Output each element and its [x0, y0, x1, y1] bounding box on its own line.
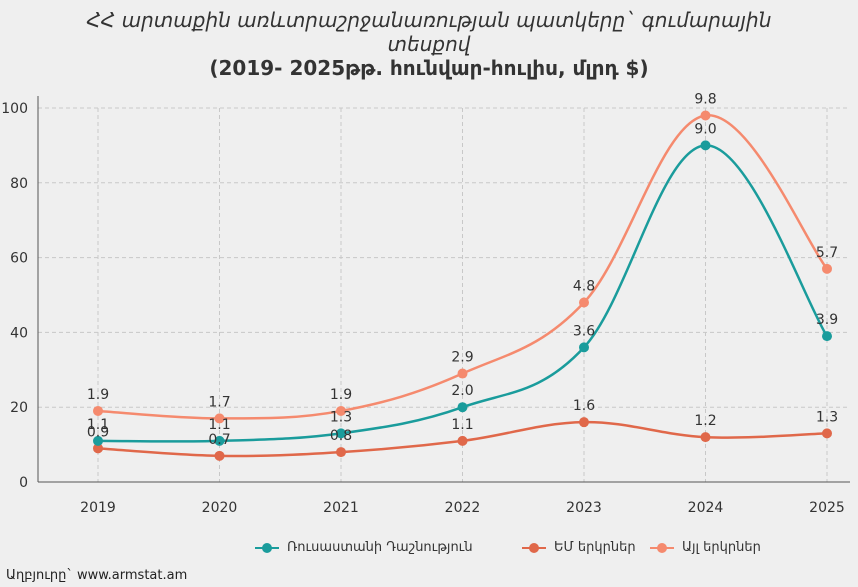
legend-dot-other — [657, 542, 667, 553]
data-label-2: 1.9 — [87, 387, 109, 403]
data-label-1: 1.1 — [451, 417, 473, 433]
y-tick-label: 0 — [19, 475, 28, 491]
data-label-1: 1.6 — [573, 398, 595, 414]
data-point-2 — [700, 110, 711, 121]
y-tick-label: 80 — [10, 176, 28, 192]
chart-title-line-3: (2019- 2025թթ. հունվար-հուլիս, մլրդ $) — [209, 56, 649, 80]
legend-item-other: Այլ երկրներ — [650, 540, 761, 555]
series-lines — [93, 110, 832, 461]
y-tick-label: 40 — [10, 325, 28, 341]
data-point-2 — [336, 405, 346, 416]
data-label-0: 1.3 — [330, 409, 352, 425]
x-tick-label: 2020 — [202, 500, 238, 516]
data-point-2 — [579, 297, 589, 308]
data-point-1 — [700, 432, 711, 443]
data-label-1: 0.7 — [208, 432, 230, 448]
data-label-2: 5.7 — [816, 245, 838, 261]
data-point-2 — [93, 405, 103, 416]
data-point-2 — [457, 368, 468, 379]
legend-marker-russia — [255, 542, 279, 554]
data-label-2: 1.7 — [208, 394, 230, 410]
data-label-0: 3.9 — [816, 312, 838, 328]
data-label-1: 0.8 — [330, 428, 352, 444]
data-label-0: 1.1 — [208, 417, 230, 433]
data-point-2 — [822, 263, 832, 274]
legend-label-russia: Ռուսաստանի Դաշնություն — [287, 540, 473, 555]
data-point-0 — [336, 428, 346, 439]
data-point-1 — [822, 428, 832, 439]
axes: 0 20 40 60 80 100 2019 2020 2021 2022 2023 2024 2025 — [1, 96, 850, 516]
x-tick-label: 2021 — [323, 500, 359, 516]
source-note: Աղբյուրը` www.armstat.am — [6, 568, 188, 583]
data-label-2: 4.8 — [573, 278, 595, 294]
legend-item-russia: Ռուսաստանի Դաշնություն — [255, 540, 473, 555]
data-point-2 — [214, 413, 225, 424]
x-tick-label: 2019 — [80, 500, 116, 516]
x-tick-label: 2023 — [566, 500, 602, 516]
legend: Ռուսաստանի Դաշնություն ԵՄ երկրներ Այլ եր… — [0, 540, 858, 560]
data-point-1 — [336, 447, 346, 458]
x-tick-label: 2024 — [688, 500, 724, 516]
y-tick-label: 60 — [10, 251, 28, 267]
data-point-0 — [214, 435, 225, 446]
data-point-0 — [579, 342, 589, 353]
legend-label-other: Այլ երկրներ — [682, 540, 761, 555]
data-label-1: 1.2 — [694, 413, 716, 429]
legend-dot-russia — [262, 542, 272, 553]
x-tick-label: 2025 — [809, 500, 845, 516]
data-label-2: 9.8 — [694, 91, 716, 107]
data-point-1 — [214, 450, 225, 461]
chart-title: ՀՀ արտաքին առևտրաշրջանառության պատկերը` … — [0, 8, 858, 80]
data-label-1: 1.3 — [816, 409, 838, 425]
data-label-0: 1.1 — [87, 417, 109, 433]
legend-marker-eu — [522, 542, 546, 554]
y-tick-label: 100 — [1, 101, 28, 117]
y-tick-label: 20 — [10, 400, 28, 416]
legend-dot-eu — [529, 542, 539, 553]
data-point-0 — [822, 331, 832, 342]
data-point-1 — [579, 417, 589, 428]
chart-title-line-2: տեսքով — [387, 32, 471, 56]
legend-label-eu: ԵՄ երկրներ — [554, 540, 636, 555]
chart-title-line-1: ՀՀ արտաքին առևտրաշրջանառության պատկերը` … — [86, 8, 772, 32]
grid-lines — [38, 107, 850, 482]
data-label-1: 0.9 — [87, 424, 109, 440]
legend-item-eu: ԵՄ երկրներ — [522, 540, 636, 555]
data-label-0: 2.0 — [451, 383, 473, 399]
legend-marker-other — [650, 542, 674, 554]
data-label-2: 1.9 — [330, 387, 352, 403]
data-point-0 — [93, 435, 103, 446]
data-point-1 — [457, 435, 468, 446]
data-label-2: 2.9 — [451, 350, 473, 366]
series-line-0 — [97, 144, 829, 443]
data-label-0: 3.6 — [573, 323, 595, 339]
data-point-0 — [700, 140, 711, 151]
x-tick-label: 2022 — [445, 500, 481, 516]
data-point-1 — [93, 443, 103, 454]
data-labels: 0.9 0.7 0.8 1.1 1.6 1.2 1.3 1.1 1.1 1.3 2.0 3.6 9.0 3… — [87, 91, 838, 447]
data-point-0 — [457, 402, 468, 413]
data-label-0: 9.0 — [694, 121, 716, 137]
